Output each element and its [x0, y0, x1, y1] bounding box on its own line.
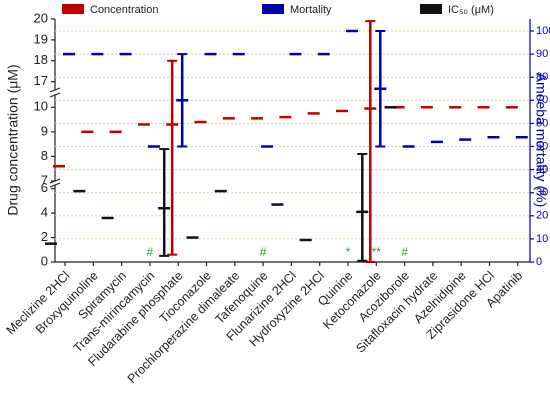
significance-label: # — [401, 245, 408, 259]
axis-break — [49, 92, 61, 98]
y2-tick-label: 50 — [536, 140, 548, 152]
y2-tick-label: 100 — [536, 25, 550, 37]
y-tick-label: 8 — [41, 148, 48, 163]
legend-swatch — [420, 4, 442, 14]
y-tick-label: 20 — [34, 10, 48, 25]
significance-label: * — [346, 245, 351, 259]
y2-tick-label: 80 — [536, 71, 548, 83]
significance-label: # — [260, 245, 267, 259]
y2-tick-label: 20 — [536, 210, 548, 222]
axis-break — [49, 182, 61, 188]
y2-tick-label: 30 — [536, 187, 548, 199]
y2-tick-label: 70 — [536, 94, 548, 106]
y-tick-label: 9 — [41, 123, 48, 138]
y-tick-label: 7 — [41, 172, 48, 187]
y-tick-label: 19 — [34, 31, 48, 46]
legend-swatch — [62, 4, 84, 14]
y-tick-label: 17 — [34, 73, 48, 88]
axis-break — [49, 87, 61, 93]
y-axis-title: Drug concentration (μM) — [5, 64, 21, 215]
y-tick-label: 10 — [34, 99, 48, 114]
legend-swatch — [262, 4, 284, 14]
significance-label: # — [147, 245, 154, 259]
y-tick-label: 2 — [41, 229, 48, 244]
y2-tick-label: 0 — [536, 256, 542, 268]
legend-label: IC₅₀ (μM) — [448, 4, 494, 16]
legend-label: Mortality — [290, 4, 332, 16]
y2-tick-label: 40 — [536, 164, 548, 176]
y2-axis-title: Amoeba mortality (%) — [533, 73, 549, 208]
y-tick-label: 6 — [41, 180, 48, 195]
y2-tick-label: 90 — [536, 48, 548, 60]
y-tick-label: 18 — [34, 52, 48, 67]
legend-label: Concentration — [90, 4, 159, 16]
y2-tick-label: 60 — [536, 117, 548, 129]
y2-tick-label: 10 — [536, 233, 548, 245]
y-tick-label: 0 — [41, 253, 48, 268]
y-tick-label: 4 — [41, 205, 48, 220]
significance-label: ** — [372, 245, 382, 259]
